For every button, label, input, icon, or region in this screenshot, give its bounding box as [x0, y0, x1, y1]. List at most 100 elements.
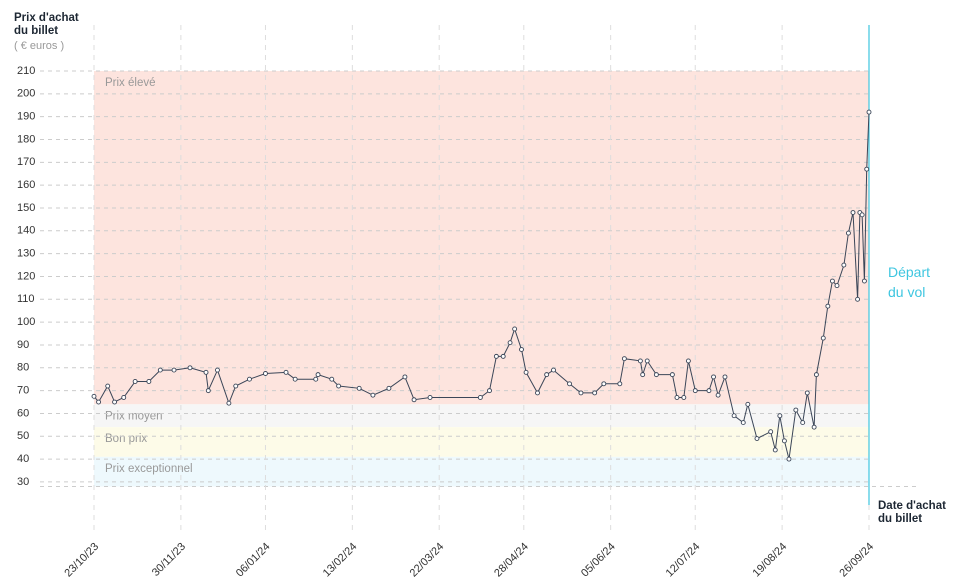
price-point	[745, 401, 751, 407]
x-axis-title: Date d'achat du billet	[878, 500, 946, 525]
price-point	[825, 303, 831, 309]
x-tick-label: 06/01/24	[234, 541, 273, 580]
y-axis-unit: ( € euros )	[14, 40, 65, 52]
y-tick-label: 30	[17, 476, 29, 488]
price-point	[692, 388, 698, 394]
price-point	[740, 420, 746, 426]
y-tick-label: 180	[17, 133, 35, 145]
band-label: Prix élevé	[105, 77, 156, 89]
price-point	[121, 395, 127, 400]
price-point	[567, 381, 572, 387]
price-point	[386, 385, 392, 391]
price-point	[640, 372, 646, 378]
price-point	[157, 367, 163, 373]
price-point	[215, 367, 220, 373]
band-label: Prix exceptionnel	[105, 463, 193, 475]
y-tick-label: 150	[17, 202, 35, 214]
price-point	[772, 447, 778, 453]
price-point	[644, 358, 650, 364]
price-point	[112, 399, 118, 405]
y-tick-label: 210	[17, 65, 35, 77]
price-point	[674, 395, 680, 400]
price-point	[855, 296, 861, 302]
price-point	[91, 393, 97, 399]
price-point	[592, 390, 598, 396]
y-tick-label: 90	[17, 339, 29, 351]
price-point	[493, 353, 499, 359]
price-point	[187, 365, 193, 371]
price-point	[845, 230, 851, 236]
price-point	[329, 376, 335, 382]
y-tick-label: 100	[17, 316, 35, 328]
price-point	[637, 358, 643, 364]
y-tick-label: 160	[17, 179, 35, 191]
price-point	[519, 347, 524, 352]
price-point	[132, 379, 138, 384]
price-point	[523, 369, 529, 375]
x-tick-label: 22/03/24	[408, 541, 447, 580]
x-tick-label: 05/06/24	[579, 541, 618, 580]
price-point	[669, 372, 675, 378]
price-point	[715, 392, 721, 398]
y-tick-label: 80	[17, 362, 29, 374]
price-point	[768, 429, 774, 435]
price-point	[263, 371, 268, 376]
price-point	[402, 374, 408, 380]
y-tick-label: 140	[17, 225, 35, 237]
x-tick-label: 28/04/24	[492, 541, 531, 580]
y-tick-label: 130	[17, 248, 35, 260]
price-point	[370, 392, 376, 398]
price-point	[829, 278, 835, 284]
price-point	[793, 407, 799, 413]
price-point	[171, 367, 177, 373]
y-tick-label: 190	[17, 111, 35, 123]
price-point	[313, 376, 319, 382]
price-point	[96, 399, 102, 405]
price-point	[336, 383, 342, 389]
band-label: Bon prix	[105, 433, 147, 445]
price-point	[233, 383, 239, 389]
price-point	[781, 438, 787, 444]
price-point	[653, 372, 659, 378]
x-tick-label: 23/10/23	[62, 541, 101, 580]
price-point	[786, 456, 792, 462]
y-tick-label: 70	[17, 385, 29, 397]
price-point	[427, 395, 433, 400]
y-tick-label: 50	[17, 430, 29, 442]
y-tick-label: 60	[17, 407, 29, 419]
x-tick-label: 30/11/23	[150, 541, 188, 579]
price-point	[777, 413, 783, 419]
price-point	[247, 376, 252, 382]
price-point	[804, 390, 810, 396]
price-point	[681, 395, 687, 400]
price-point	[861, 278, 867, 284]
price-point	[356, 385, 362, 391]
price-band	[94, 71, 869, 405]
price-band	[94, 427, 869, 457]
x-tick-label: 19/08/24	[751, 541, 790, 580]
price-point	[205, 388, 211, 394]
price-point	[507, 340, 513, 346]
y-tick-label: 120	[17, 270, 35, 282]
price-point	[578, 390, 584, 396]
price-point	[864, 166, 870, 172]
price-point	[203, 369, 209, 375]
price-point	[411, 397, 417, 403]
price-point	[850, 210, 856, 215]
price-point	[820, 335, 826, 341]
price-line	[93, 112, 870, 460]
price-point	[617, 381, 623, 387]
y-tick-label: 40	[17, 453, 29, 465]
y-tick-label: 110	[17, 293, 35, 305]
price-point	[226, 400, 232, 406]
price-point	[535, 390, 540, 396]
price-point	[500, 353, 506, 359]
price-point	[477, 395, 483, 400]
price-point	[105, 383, 111, 389]
y-tick-label: 170	[17, 156, 35, 168]
price-point	[315, 372, 321, 378]
price-point	[811, 424, 817, 430]
price-point	[621, 356, 627, 362]
